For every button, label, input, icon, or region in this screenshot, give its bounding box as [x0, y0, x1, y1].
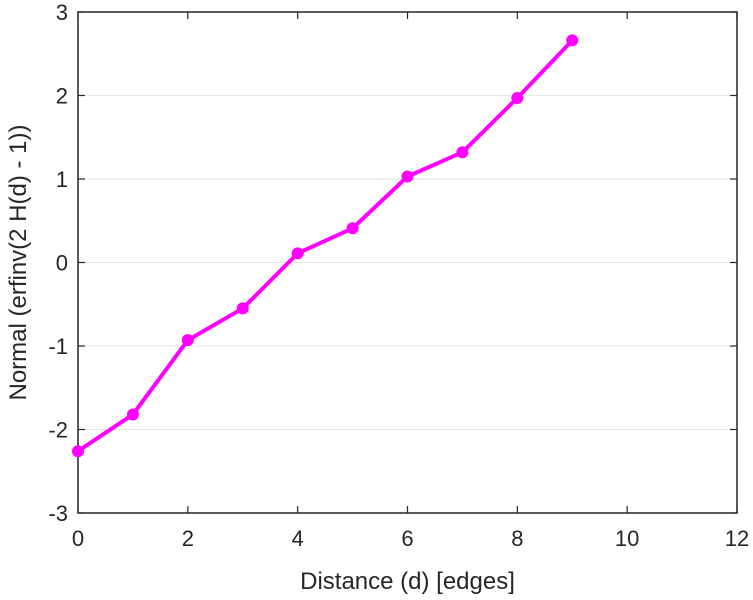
x-tick-label: 4 — [292, 526, 304, 551]
data-point — [401, 170, 414, 183]
y-axis-label: Normal (erfinv(2 H(d) - 1)) — [5, 124, 32, 400]
y-tick-label: 2 — [56, 84, 68, 109]
y-tick-label: -3 — [48, 501, 68, 526]
data-point — [236, 302, 249, 315]
data-point — [126, 408, 139, 421]
x-tick-label: 0 — [72, 526, 84, 551]
y-tick-label: 3 — [56, 0, 68, 25]
x-tick-label: 6 — [401, 526, 413, 551]
grid-lines — [78, 95, 737, 430]
data-series — [72, 34, 579, 458]
y-tick-label: -2 — [48, 418, 68, 443]
data-point — [291, 247, 304, 260]
data-point — [511, 92, 524, 105]
data-point — [566, 34, 579, 47]
y-tick-label: 1 — [56, 167, 68, 192]
data-point — [181, 334, 194, 347]
y-tick-label: 0 — [56, 251, 68, 276]
x-axis-label: Distance (d) [edges] — [300, 568, 515, 595]
x-tick-label: 2 — [182, 526, 194, 551]
data-point — [456, 146, 469, 159]
series-line — [76, 39, 574, 453]
data-point — [72, 445, 84, 458]
y-tick-label: -1 — [48, 334, 68, 359]
data-point — [346, 222, 359, 235]
x-tick-label: 10 — [615, 526, 639, 551]
x-tick-label: 12 — [725, 526, 749, 551]
x-tick-label: 8 — [511, 526, 523, 551]
